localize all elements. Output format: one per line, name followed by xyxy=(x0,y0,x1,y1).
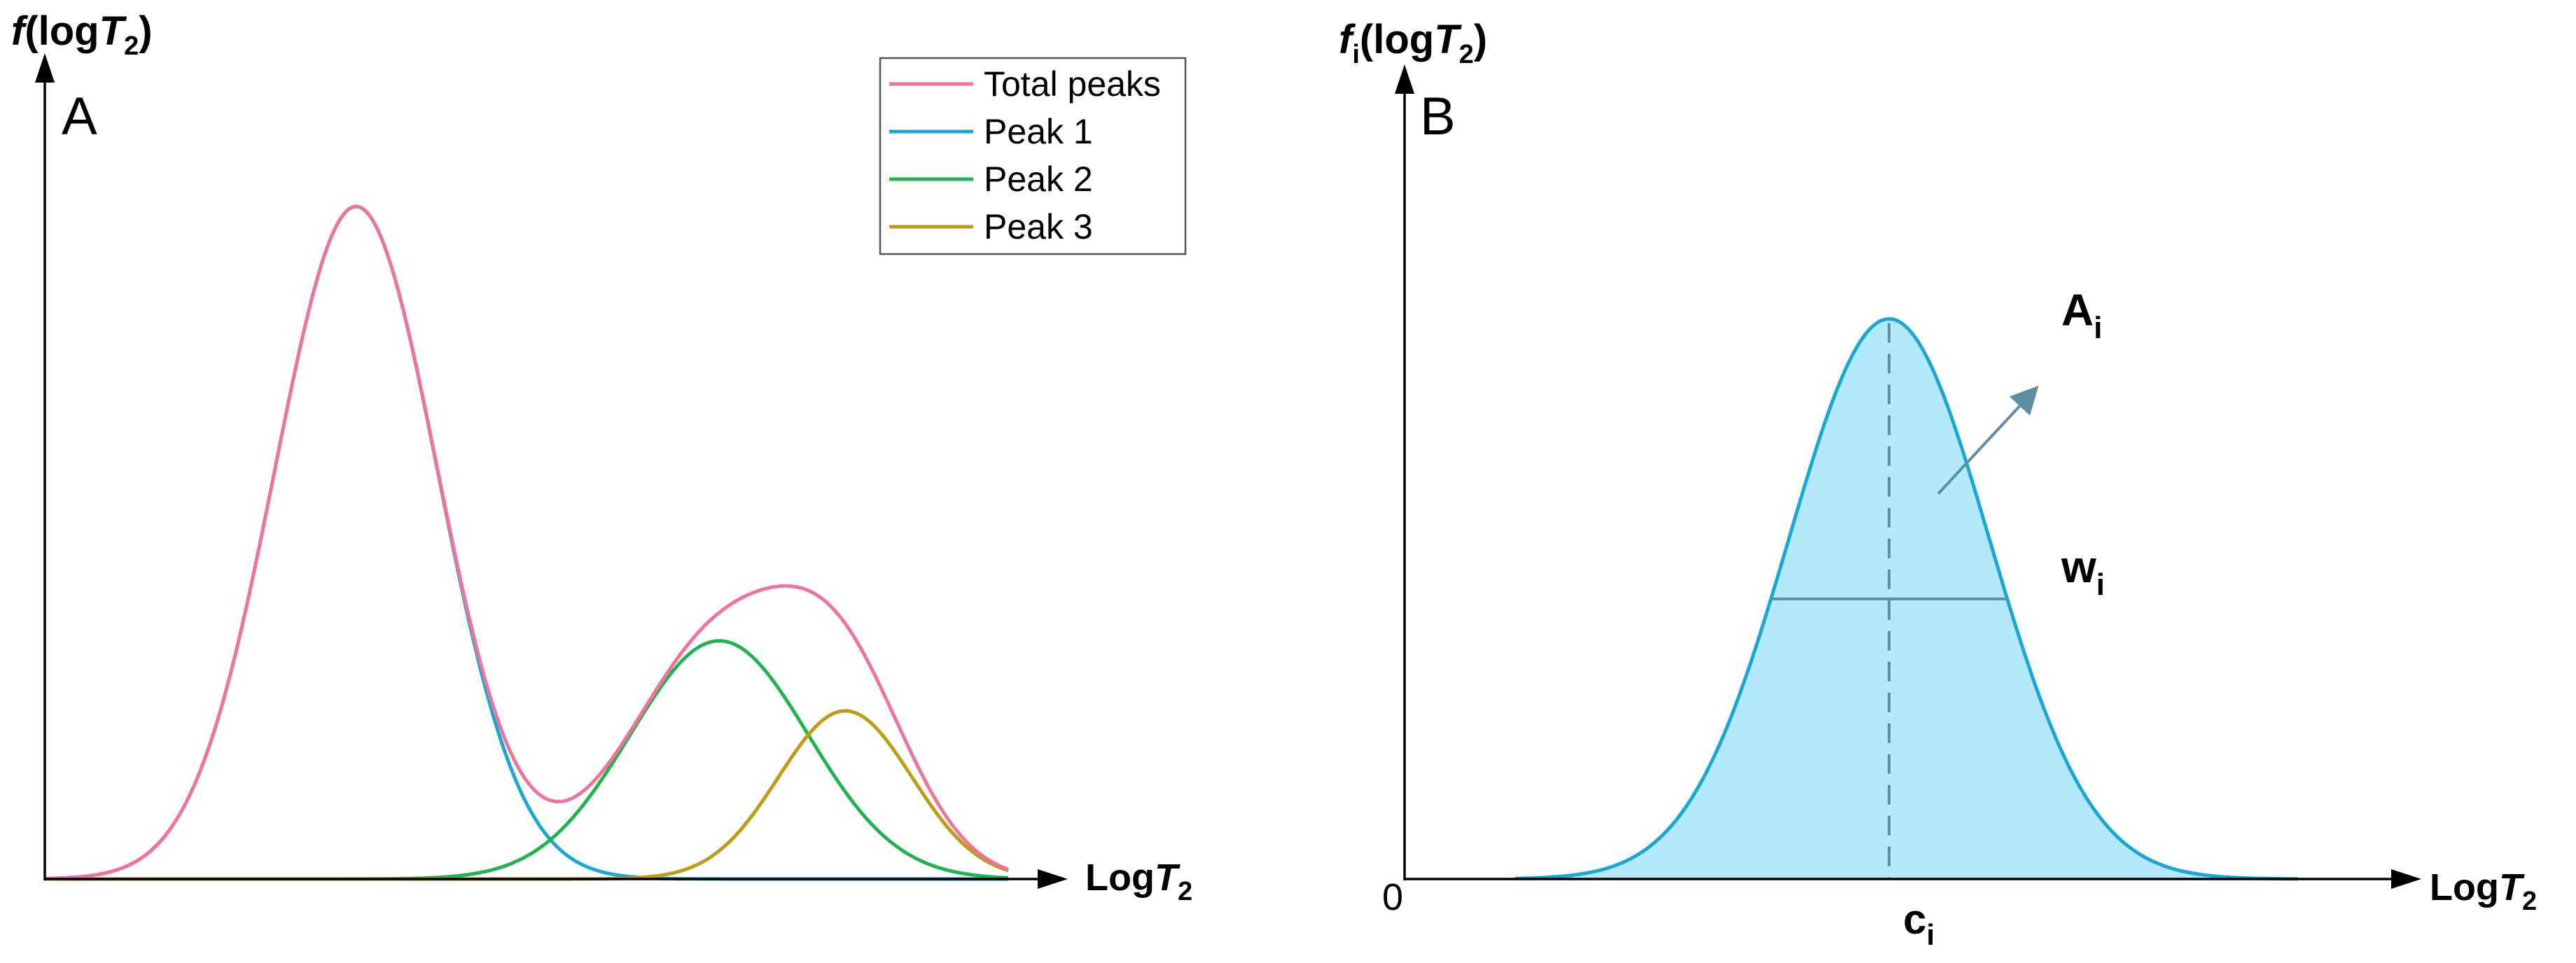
series-line-total-peaks xyxy=(45,204,1009,880)
legend-label: Peak 3 xyxy=(984,207,1093,246)
area-annotation: Ai xyxy=(2061,285,2102,345)
area-annotation-main: A xyxy=(2061,285,2094,335)
panel-a-y-axis-arrowhead xyxy=(35,53,55,83)
panel-a-plot-area xyxy=(45,204,1009,881)
panel-b-origin-label: 0 xyxy=(1382,876,1403,918)
y-label-paren-close: ) xyxy=(139,8,152,54)
width-annotation: wi xyxy=(2061,542,2105,602)
legend-item: Peak 1 xyxy=(889,112,1093,151)
y-label-paren-open: (log xyxy=(25,8,99,54)
legend-label: Peak 1 xyxy=(984,112,1093,151)
panel-b-x-axis-label: LogT2 xyxy=(2430,866,2537,916)
x-label-main: Log xyxy=(2430,866,2499,908)
y-label-sub: 2 xyxy=(124,31,139,61)
series-line-peak-2 xyxy=(45,639,1009,881)
area-arrow xyxy=(1937,385,2039,495)
legend-item: Peak 2 xyxy=(889,160,1093,199)
panel-b-label: B xyxy=(1420,87,1456,146)
center-annotation-sub: i xyxy=(1926,918,1935,951)
x-label-sub: 2 xyxy=(1178,877,1192,906)
y-label-sub: 2 xyxy=(1459,40,1474,69)
panel-b-plot-area xyxy=(1515,317,2298,881)
panel-a-x-axis-arrowhead xyxy=(1038,869,1068,889)
y-label-var: T xyxy=(1434,17,1462,62)
x-label-var: T xyxy=(2499,866,2525,908)
panel-a-x-axis-label: LogT2 xyxy=(1085,857,1192,906)
legend-box xyxy=(879,57,1187,255)
y-label-paren-close: ) xyxy=(1474,17,1487,62)
panel-b-y-axis-arrowhead xyxy=(1395,64,1414,94)
center-annotation-main: c xyxy=(1903,896,1926,943)
x-label-main: Log xyxy=(1085,857,1155,899)
legend-label: Total peaks xyxy=(984,64,1161,104)
legend-item: Peak 3 xyxy=(889,207,1093,246)
panel-b-y-axis-label: fi(logT2) xyxy=(1339,17,1487,69)
y-label-main-sub: i xyxy=(1352,40,1360,69)
peak-curve xyxy=(1515,317,2298,881)
center-annotation: ci xyxy=(1903,896,1935,951)
y-label-paren-open: (log xyxy=(1360,17,1434,62)
legend: Total peaks Peak 1 Peak 2 Peak 3 xyxy=(879,57,1187,255)
x-label-sub: 2 xyxy=(2522,887,2537,916)
width-annotation-main: w xyxy=(2061,542,2096,592)
panel-b: B fi(logT2) LogT2 0 Ai wi ci xyxy=(1339,17,2537,951)
x-label-var: T xyxy=(1155,857,1181,899)
legend-item: Total peaks xyxy=(889,64,1161,104)
panel-b-x-axis-arrowhead xyxy=(2391,869,2421,889)
area-annotation-sub: i xyxy=(2094,311,2102,345)
panel-a-y-axis-label: f(logT2) xyxy=(11,8,153,61)
width-annotation-sub: i xyxy=(2096,568,2105,602)
panel-a-label: A xyxy=(62,87,97,146)
legend-items: Total peaks Peak 1 Peak 2 Peak 3 xyxy=(889,64,1161,246)
legend-label: Peak 2 xyxy=(984,160,1093,199)
y-label-var: T xyxy=(99,8,127,54)
